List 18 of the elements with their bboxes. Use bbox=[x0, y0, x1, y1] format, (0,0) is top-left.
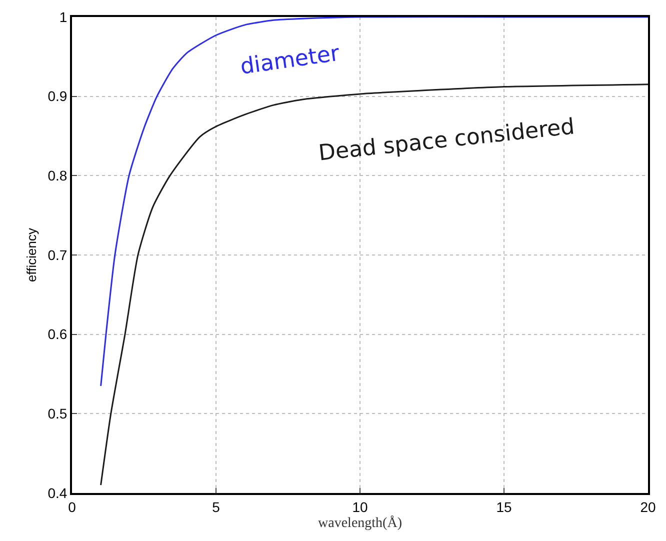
line-series bbox=[100, 17, 648, 387]
x-axis-title: wavelength(Å) bbox=[318, 514, 402, 531]
y-tick-label: 0.8 bbox=[48, 168, 68, 184]
y-tick-label: 0.6 bbox=[48, 326, 68, 342]
y-axis-title: efficiency bbox=[24, 228, 40, 282]
y-tick-label: 1 bbox=[59, 8, 68, 25]
y-tick-label: 0.4 bbox=[48, 484, 68, 501]
x-tick-label: 5 bbox=[212, 498, 220, 515]
y-tick-label: 0.5 bbox=[48, 406, 68, 422]
line-series bbox=[100, 84, 648, 486]
text: diameter bbox=[238, 41, 342, 80]
x-tick-label: 10 bbox=[352, 498, 368, 515]
y-tick-label: 0.9 bbox=[48, 88, 68, 104]
x-tick-label: 15 bbox=[496, 498, 512, 515]
y-tick-label: 0.7 bbox=[48, 246, 68, 263]
x-tick-label: 20 bbox=[640, 498, 656, 515]
text: Dead space considered bbox=[317, 114, 576, 166]
x-tick-label: 0 bbox=[68, 498, 76, 515]
